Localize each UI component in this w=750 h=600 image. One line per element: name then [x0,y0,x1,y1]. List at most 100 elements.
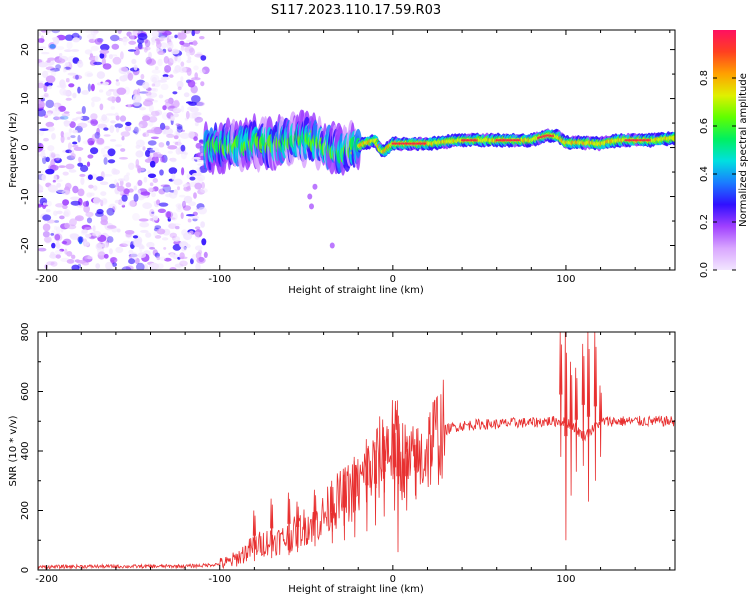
noise-blob [135,139,145,148]
noise-blob [167,145,178,150]
noise-blob [64,222,70,229]
noise-blob [100,147,106,155]
noise-blob [46,126,55,132]
noise-blob [140,191,151,196]
colorbar-tick-label: 0.8 [699,70,710,86]
noise-blob [50,68,60,72]
noise-blob [164,101,174,109]
spectrogram-x-label: Height of straight line (km) [288,285,424,296]
noise-blob [173,189,178,196]
noise-blob [179,194,186,198]
colorbar-tick-label: 0.2 [699,214,710,230]
noise-blob [114,123,124,129]
noise-blob [109,183,116,189]
noise-blob [140,73,145,80]
noise-blob [131,71,138,76]
noise-blob [69,92,73,96]
noise-blob [65,97,72,101]
colorbar-tick: 0.2 [699,214,736,230]
noise-blob [62,132,72,141]
noise-blob [41,30,47,34]
noise-blob [50,233,55,236]
noise-blob [66,259,75,264]
noise-blob [173,178,183,186]
snr-spike [382,427,386,517]
noise-blob [201,238,207,246]
noise-blob [58,165,66,169]
noise-blob [128,162,135,170]
snr-y-tick-label: 800 [20,322,31,341]
snr-spike [593,332,597,481]
noise-blob [49,151,54,159]
noise-blob [45,121,55,128]
noise-blob [72,185,79,194]
noise-blob [109,125,115,133]
noise-blob [149,262,160,270]
noise-blob [194,245,203,251]
noise-blob [107,96,118,102]
noise-blob [67,136,71,140]
noise-blob [77,264,82,269]
noise-blob [160,83,169,91]
colorbar-tick-label: 0.4 [699,166,710,182]
noise-blob [99,49,110,55]
noise-blob [124,230,135,235]
noise-blob [73,146,84,151]
ridge-blobs [203,109,675,176]
noise-blob [81,106,86,114]
noise-blob [115,115,120,121]
noise-blob [173,99,180,108]
snr-y-tick-label: 600 [20,382,31,401]
noise-blob [43,137,49,142]
noise-blob [133,193,139,202]
noise-blob [312,183,318,190]
noise-blob [143,176,148,183]
noise-blob [111,168,117,175]
snr-spike [353,456,357,538]
spectrogram-y-tick: -10 [20,188,675,205]
noise-blob [84,49,93,55]
noise-blob [49,253,58,259]
noise-blob [191,215,200,220]
noise-blob [182,205,192,211]
noise-blob [158,142,165,148]
noise-blob [186,39,194,43]
noise-blob [173,135,179,140]
noise-blob [110,34,120,42]
noise-blob [93,61,103,66]
noise-blob [111,43,120,50]
noise-blob [38,46,47,49]
noise-blob [117,178,126,182]
noise-blob [38,247,47,252]
noise-blob [56,210,63,215]
noise-blob [191,112,198,119]
snr-spike [287,492,291,556]
noise-blob [159,36,167,41]
snr-x-tick-label: 100 [556,574,575,585]
noise-blob [45,156,50,163]
noise-blob [176,206,183,213]
noise-blob [65,78,70,83]
noise-blob [177,204,182,210]
noise-blob [142,132,150,138]
noise-blob [84,71,93,78]
noise-blob [123,174,130,182]
noise-blob [69,233,79,239]
noise-blob [180,76,184,82]
noise-blob [144,39,151,48]
noise-blob [194,182,202,190]
noise-blob [94,55,99,62]
noise-blob [192,172,200,177]
noise-blob [307,193,313,200]
noise-blob [151,83,156,87]
spectrogram-y-tick: 0 [20,144,675,151]
noise-blob [56,179,63,183]
noise-blob [63,120,71,125]
noise-blob [149,160,156,168]
noise-blob [162,184,172,193]
snr-background [38,332,675,570]
noise-blob [116,127,120,133]
noise-blob [42,214,52,221]
noise-blob [97,82,102,86]
noise-blob [42,231,50,238]
